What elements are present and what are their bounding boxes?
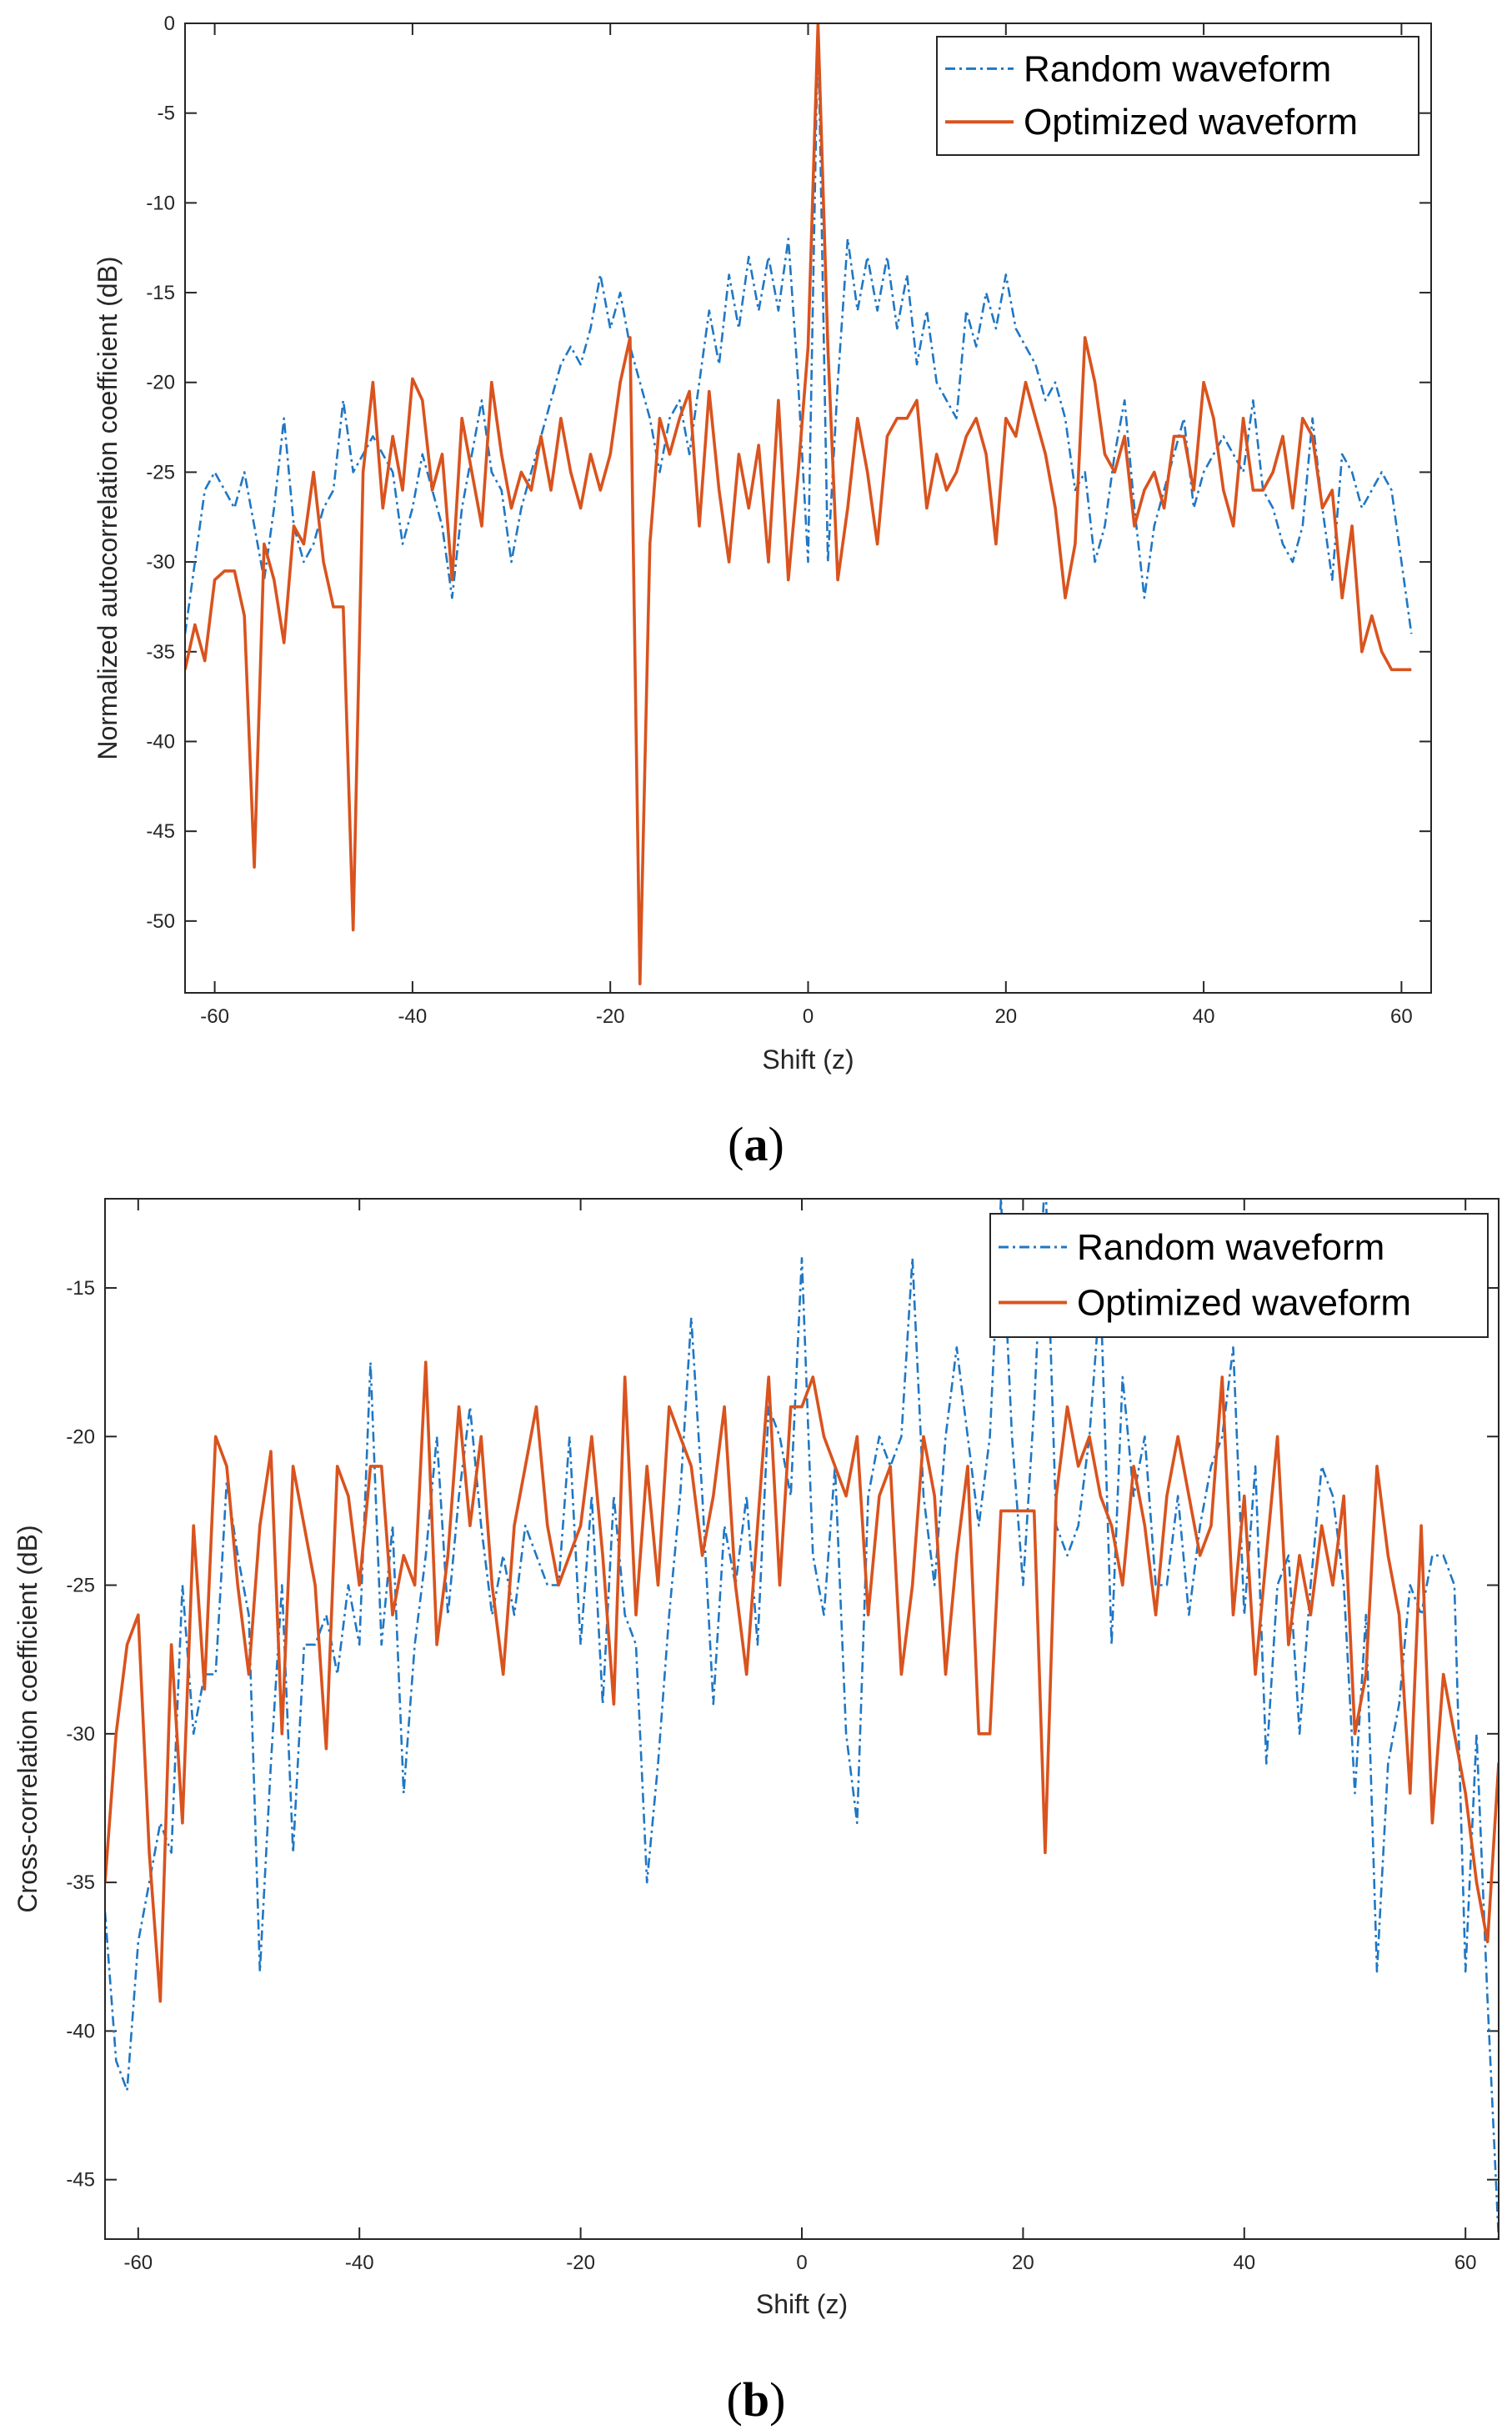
caption-b-open: ( <box>727 2372 743 2427</box>
x-tick-label: 60 <box>1454 2252 1477 2274</box>
caption-a-letter: a <box>744 1117 769 1171</box>
x-tick-label: 60 <box>1390 1005 1413 1028</box>
y-tick-label: -15 <box>66 1277 95 1300</box>
series-optimized-waveform <box>105 1360 1499 2003</box>
y-tick-label: -35 <box>146 641 175 664</box>
y-tick-label: -40 <box>66 2020 95 2042</box>
y-tick-label: -20 <box>146 372 175 394</box>
y-tick-label: -35 <box>66 1871 95 1894</box>
chart-panel-a: -60 -40 -20 0 20 40 60 0 -5 -10 -15 -20 -25 -30 -35 -4… <box>93 13 1432 1075</box>
caption-a: (a) <box>728 1117 784 1171</box>
y-tick-label: -30 <box>66 1723 95 1746</box>
y-tick-label: -10 <box>146 192 175 214</box>
chart-panel-b: -60 -40 -20 0 20 40 60 -15 -20 -25 -30 -35 -40 -45 S… <box>13 1198 1499 2319</box>
x-tick-label: -40 <box>398 1005 428 1028</box>
legend-a: Random waveform Optimized waveform <box>936 36 1419 156</box>
y-tick-label: -15 <box>146 282 175 304</box>
y-tick-labels-a: 0 -5 -10 -15 -20 -25 -30 -35 -40 -45 -50 <box>146 13 175 933</box>
caption-b-close: ) <box>769 2372 785 2427</box>
x-tick-label: 0 <box>796 2252 807 2274</box>
y-tick-label: -25 <box>146 461 175 483</box>
legend-label-optimized-b: Optimized waveform <box>1077 1283 1411 1324</box>
y-tick-labels-b: -15 -20 -25 -30 -35 -40 -45 <box>66 1277 95 2192</box>
y-tick-label: -5 <box>158 103 175 125</box>
y-tick-label: -25 <box>66 1575 95 1597</box>
series-group-a <box>185 23 1413 985</box>
series-random-waveform <box>185 23 1413 634</box>
series-random-waveform <box>105 1199 1499 2239</box>
series-group-b <box>105 1199 1499 2239</box>
x-tick-label: -60 <box>200 1005 229 1028</box>
y-tick-label: -20 <box>66 1425 95 1448</box>
y-tick-label: -45 <box>66 2169 95 2192</box>
legend-label-optimized-a: Optimized waveform <box>1024 102 1358 143</box>
plot-frame-a <box>184 23 1432 994</box>
x-tick-labels-a: -60 -40 -20 0 20 40 60 <box>200 1005 1413 1028</box>
x-axis-label-a: Shift (z) <box>762 1045 854 1075</box>
caption-a-close: ) <box>769 1117 784 1171</box>
tick-marks-b <box>105 1199 1499 2239</box>
x-tick-label: 40 <box>1193 1005 1215 1028</box>
y-axis-label-a: Normalized autocorrelation coefficient (… <box>93 256 123 759</box>
x-tick-label: 20 <box>994 1005 1017 1028</box>
legend-b: Random waveform Optimized waveform <box>989 1213 1489 1338</box>
plot-frame-b <box>104 1198 1499 2240</box>
tick-marks-a <box>185 23 1431 993</box>
caption-b-letter: b <box>743 2372 769 2427</box>
legend-label-random-b: Random waveform <box>1077 1227 1384 1268</box>
y-tick-label: -30 <box>146 551 175 574</box>
x-tick-labels-b: -60 -40 -20 0 20 40 60 <box>123 2252 1476 2274</box>
x-tick-label: -40 <box>345 2252 374 2274</box>
legend-box-b <box>989 1213 1489 1338</box>
x-tick-label: 40 <box>1233 2252 1255 2274</box>
x-tick-label: -20 <box>566 2252 595 2274</box>
y-tick-label: -50 <box>146 910 175 933</box>
y-axis-label-b: Cross-correlation coefficient (dB) <box>13 1525 43 1912</box>
x-tick-label: 20 <box>1012 2252 1034 2274</box>
y-tick-label: -40 <box>146 730 175 753</box>
caption-b: (b) <box>727 2372 786 2427</box>
y-tick-label: 0 <box>164 13 175 35</box>
x-axis-label-b: Shift (z) <box>756 2289 848 2319</box>
x-tick-label: 0 <box>803 1005 814 1028</box>
x-tick-label: -20 <box>596 1005 625 1028</box>
x-tick-label: -60 <box>123 2252 153 2274</box>
series-optimized-waveform <box>185 23 1412 985</box>
plot-area-b <box>105 1199 1499 2239</box>
plot-area-a <box>185 23 1431 993</box>
y-tick-label: -45 <box>146 820 175 843</box>
caption-a-open: ( <box>728 1117 743 1171</box>
legend-label-random-a: Random waveform <box>1024 48 1331 89</box>
legend-box-a <box>936 36 1419 156</box>
